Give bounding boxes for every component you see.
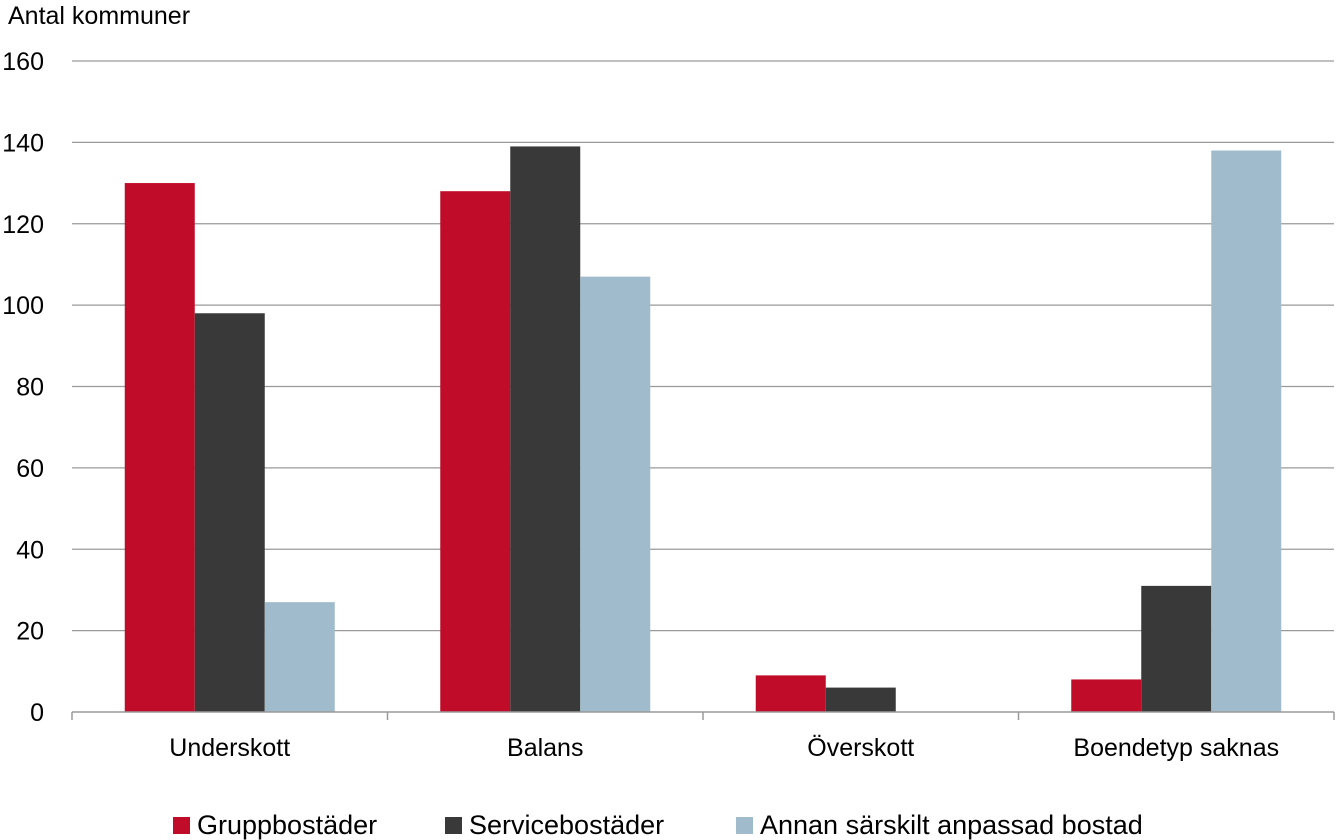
legend-label: Gruppbostäder: [197, 810, 377, 840]
bars: [124, 146, 1282, 713]
y-axis-ticks: 0 20 40 60 80 100 120 140 160: [2, 48, 44, 727]
legend-label: Annan särskilt anpassad bostad: [760, 810, 1143, 840]
bar-1-3: [755, 675, 826, 712]
y-tick-label: 100: [2, 292, 44, 320]
bar-3-1: [264, 602, 335, 712]
legend-label: Servicebostäder: [469, 810, 664, 840]
bar-3-4: [1211, 150, 1282, 712]
gridlines: [72, 60, 1334, 632]
legend-swatch: [173, 817, 190, 834]
legend-swatch: [736, 817, 753, 834]
category-label: Underskott: [169, 734, 290, 762]
y-axis-title: Antal kommuner: [8, 2, 190, 30]
legend-swatch: [445, 817, 462, 834]
y-tick-label: 20: [16, 618, 44, 646]
bar-1-2: [440, 191, 511, 712]
category-label: Balans: [507, 734, 583, 762]
bar-1-4: [1071, 679, 1142, 712]
x-axis: [71, 711, 1335, 720]
bar-2-4: [1141, 585, 1212, 712]
y-tick-label: 0: [30, 699, 44, 727]
category-label: Överskott: [807, 734, 914, 762]
y-tick-label: 80: [16, 374, 44, 402]
bar-1-1: [124, 183, 195, 712]
bar-2-1: [194, 313, 265, 712]
y-tick-label: 140: [2, 129, 44, 157]
category-label: Boendetyp saknas: [1073, 734, 1279, 762]
category-labels: Underskott Balans Överskott Boendetyp sakna…: [169, 734, 1279, 762]
y-tick-label: 120: [2, 211, 44, 239]
legend: Gruppbostäder Servicebostäder Annan särski…: [173, 810, 1143, 840]
bar-2-2: [510, 146, 581, 713]
bar-3-2: [580, 276, 651, 712]
y-tick-label: 60: [16, 455, 44, 483]
y-tick-label: 160: [2, 48, 44, 76]
bar-2-3: [825, 687, 896, 712]
y-tick-label: 40: [16, 536, 44, 564]
